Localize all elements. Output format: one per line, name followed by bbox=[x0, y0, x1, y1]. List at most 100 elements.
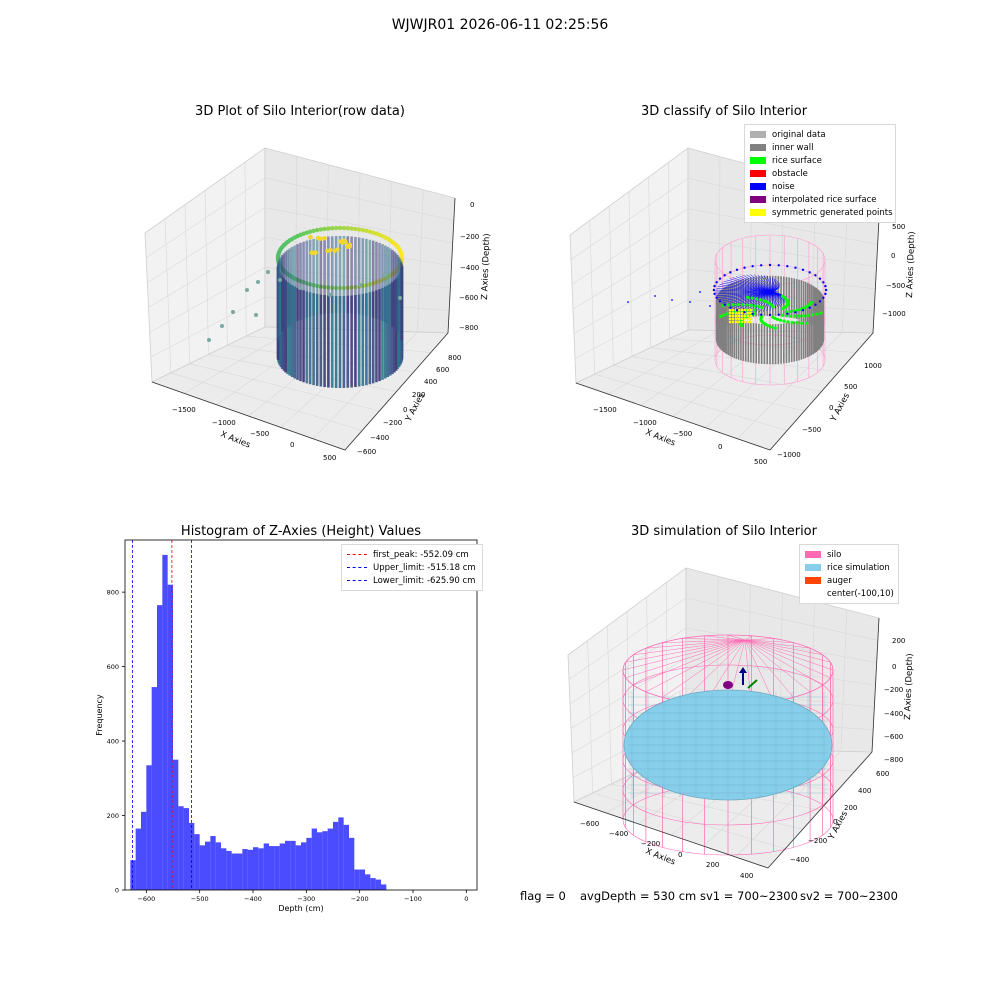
symmetric-point bbox=[746, 311, 750, 315]
symmetric-point bbox=[743, 317, 747, 321]
noise-point bbox=[808, 306, 811, 309]
noise-point bbox=[671, 299, 673, 301]
noise-point bbox=[718, 300, 722, 303]
noise-point bbox=[712, 288, 716, 292]
noise-point bbox=[777, 264, 780, 267]
data-point bbox=[322, 236, 327, 241]
legend-label: original data bbox=[772, 129, 826, 140]
p1-ztick: −600 bbox=[459, 294, 478, 302]
p1-xtick: −1500 bbox=[172, 406, 196, 414]
silo-roof-wire bbox=[625, 639, 746, 663]
data-point bbox=[245, 288, 249, 292]
legend-label: center(-100,10) bbox=[827, 588, 894, 599]
noise-ray bbox=[757, 274, 773, 293]
histogram-bar bbox=[333, 821, 339, 890]
silo-roof-wire bbox=[682, 639, 746, 702]
wall-point bbox=[341, 225, 347, 231]
noise-point bbox=[689, 301, 691, 303]
histogram-bar bbox=[205, 841, 211, 890]
symmetric-point bbox=[728, 320, 732, 324]
noise-ray bbox=[739, 275, 773, 293]
legend-swatch bbox=[750, 183, 766, 190]
panel3-title: Histogram of Z-Axies (Height) Values bbox=[180, 524, 422, 539]
data-point bbox=[398, 296, 402, 300]
p4-xtick: −400 bbox=[609, 830, 628, 838]
noise-ray bbox=[750, 274, 773, 293]
symmetric-point bbox=[740, 317, 744, 321]
rice-surface-point bbox=[819, 311, 823, 315]
data-point bbox=[254, 313, 258, 317]
histogram-bar bbox=[221, 848, 227, 890]
legend-item: first_peak: -552.09 cm bbox=[347, 548, 477, 561]
grid-line bbox=[150, 296, 266, 358]
histogram-legend: first_peak: -552.09 cm Upper_limit: -515… bbox=[341, 544, 483, 591]
symmetric-point bbox=[734, 311, 738, 315]
noise-point bbox=[801, 309, 805, 312]
rice-surface-point bbox=[810, 313, 815, 317]
legend-item: obstacle bbox=[750, 167, 890, 180]
silo-roof-wire bbox=[744, 639, 834, 671]
legend-swatch bbox=[805, 551, 821, 558]
y-tick-label: 200 bbox=[107, 812, 119, 820]
histogram-bar bbox=[354, 869, 360, 890]
rice-surface-point bbox=[805, 321, 809, 325]
data-point bbox=[383, 273, 387, 277]
legend-swatch bbox=[750, 170, 766, 177]
legend-item: silo bbox=[805, 548, 893, 561]
noise-ray bbox=[746, 274, 773, 293]
legend-item: Lower_limit: -625.90 cm bbox=[347, 574, 477, 587]
data-point bbox=[266, 270, 270, 274]
legend-swatch bbox=[805, 590, 821, 597]
legend-line bbox=[347, 580, 367, 581]
noise-point bbox=[794, 311, 797, 314]
auger-arrow bbox=[739, 667, 747, 673]
noise-ray bbox=[769, 291, 773, 311]
legend-item: symmetric generated points bbox=[750, 206, 893, 219]
histogram-frame bbox=[124, 539, 478, 891]
legend-swatch bbox=[750, 209, 766, 216]
rice-surface-point bbox=[801, 306, 806, 310]
noise-ray bbox=[716, 291, 773, 299]
panel1-title: 3D Plot of Silo Interior(row data) bbox=[195, 104, 405, 119]
noise-ray bbox=[771, 291, 777, 309]
p4-xtick: −200 bbox=[641, 840, 660, 848]
legend-label: rice surface bbox=[772, 155, 822, 166]
rice-surface-point bbox=[745, 295, 750, 299]
rice-surface-point bbox=[758, 298, 763, 302]
noise-ray bbox=[715, 291, 773, 295]
noise-point bbox=[777, 313, 780, 316]
p1-xtick: 0 bbox=[290, 441, 294, 449]
noise-ray bbox=[726, 279, 773, 293]
legend-label: Upper_limit: -515.18 cm bbox=[373, 562, 476, 573]
legend-item: auger bbox=[805, 574, 893, 587]
symmetric-point bbox=[749, 320, 753, 324]
noise-ray bbox=[715, 289, 773, 293]
wall-point bbox=[349, 226, 354, 231]
rice-surface-point bbox=[760, 305, 764, 310]
rice-surface-point bbox=[815, 312, 819, 316]
symmetric-point bbox=[731, 311, 735, 315]
symmetric-point bbox=[737, 320, 741, 324]
rice-surface-point bbox=[786, 300, 790, 304]
p2-xtick: −1500 bbox=[593, 406, 617, 414]
data-point bbox=[358, 283, 362, 287]
p1-ztick: −800 bbox=[459, 324, 478, 332]
noise-ray bbox=[723, 281, 773, 293]
p4-xtick: 0 bbox=[678, 851, 682, 859]
histogram-bar bbox=[178, 806, 184, 890]
noise-ray bbox=[732, 277, 773, 293]
wall-point bbox=[330, 226, 335, 231]
wall-point bbox=[326, 226, 331, 231]
rice-surface-point bbox=[788, 314, 793, 318]
symmetric-point bbox=[734, 317, 738, 321]
legend-swatch bbox=[750, 144, 766, 151]
rice-surface-point bbox=[800, 321, 804, 325]
legend-item: inner wall bbox=[750, 141, 890, 154]
noise-point bbox=[713, 292, 716, 296]
symmetric-point bbox=[743, 320, 747, 324]
histogram-bar bbox=[381, 884, 387, 890]
rice-surface-point bbox=[784, 314, 789, 318]
histogram-bar bbox=[199, 845, 205, 890]
histogram-bar bbox=[343, 824, 349, 890]
